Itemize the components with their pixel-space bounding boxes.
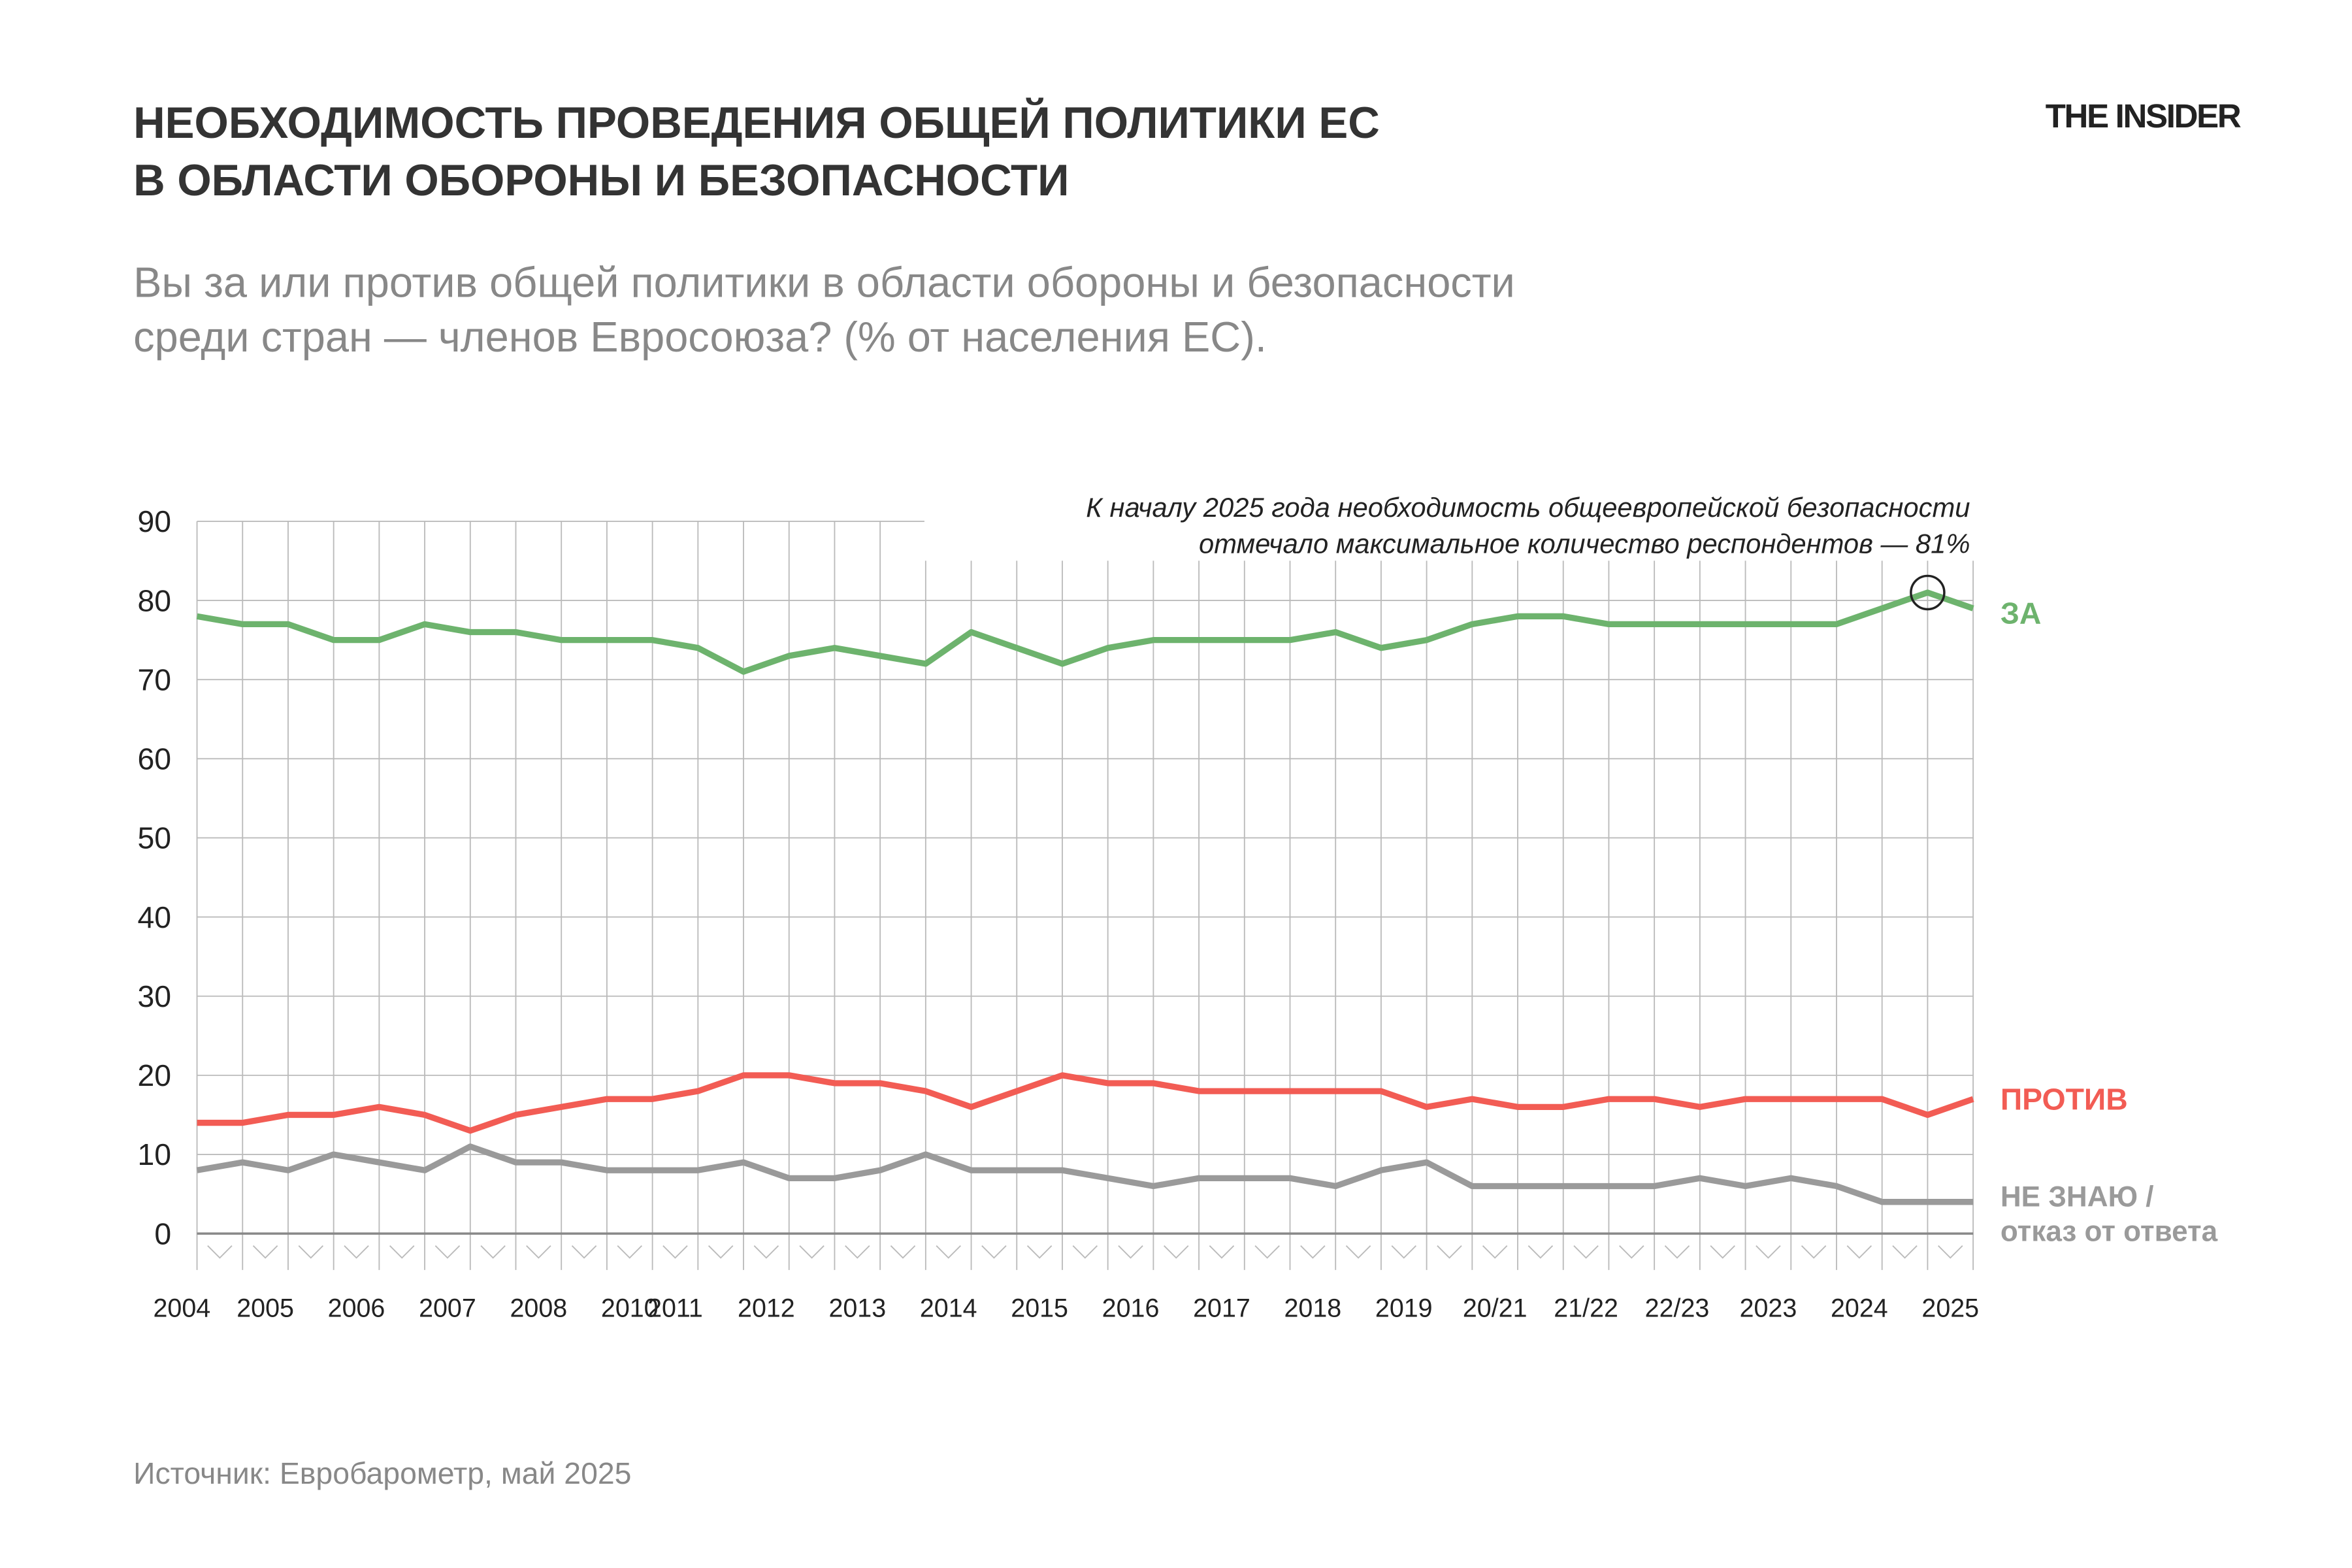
tick-notch [1482, 1245, 1508, 1259]
annotation: отмечало максимальное количество респонд… [1199, 529, 1970, 559]
y-tick-label: 20 [138, 1058, 172, 1092]
tick-notch [1209, 1245, 1235, 1259]
tick-notch [799, 1245, 825, 1259]
subtitle-line: среди стран — членов Евросоюза? (% от на… [133, 313, 1267, 361]
x-tick-label: 21/22 [1554, 1294, 1618, 1323]
tick-notch [480, 1245, 506, 1259]
series-line [196, 1143, 1974, 1205]
tick-notch [1391, 1245, 1416, 1259]
tick-notch [1118, 1245, 1143, 1259]
tick-notch [1619, 1245, 1644, 1259]
tick-notch [526, 1245, 551, 1259]
y-tick-label: 70 [138, 662, 172, 696]
tick-notch [252, 1245, 278, 1259]
x-tick-label: 2015 [1011, 1294, 1068, 1323]
tick-notch [1026, 1245, 1053, 1259]
x-tick-label: 2014 [920, 1294, 977, 1323]
annotation-bg [924, 482, 1976, 561]
tick-notch [1254, 1245, 1280, 1259]
tick-notch [1164, 1245, 1189, 1259]
title-line: В ОБЛАСТИ ОБОРОНЫ И БЕЗОПАСНОСТИ [133, 156, 1069, 205]
tick-notch [936, 1245, 961, 1259]
x-tick-label: 2017 [1193, 1294, 1250, 1323]
x-tick-label: 2004 [153, 1294, 210, 1323]
x-tick-label: 2016 [1102, 1294, 1160, 1323]
series-label: ПРОТИВ [2001, 1082, 2128, 1116]
x-tick-label: 2024 [1831, 1294, 1888, 1323]
tick-notch [708, 1245, 734, 1259]
x-tick-label: 2011 [647, 1294, 703, 1323]
source: Источник: Евробарометр, май 2025 [133, 1456, 631, 1490]
tick-notch [1345, 1245, 1371, 1259]
highlight-ring [1910, 574, 1946, 611]
tick-notch [1437, 1245, 1462, 1259]
title-line: НЕОБХОДИМОСТЬ ПРОВЕДЕНИЯ ОБЩЕЙ ПОЛИТИКИ … [133, 98, 1380, 148]
y-tick-label: 30 [138, 979, 172, 1013]
x-tick-label: 2010 [601, 1294, 659, 1323]
annotation: К началу 2025 года необходимость общеевр… [1086, 492, 1970, 523]
tick-notch [1892, 1245, 1918, 1259]
subtitle-line: Вы за или против общей политики в област… [133, 259, 1515, 306]
x-tick-label: 2012 [738, 1294, 795, 1323]
x-tick-label: 2006 [328, 1294, 385, 1323]
tick-notch [1300, 1245, 1326, 1259]
tick-notch [1710, 1245, 1735, 1259]
series-label: НЕ ЗНАЮ / отказ от ответа [2000, 1182, 2218, 1249]
x-tick-label: 20/21 [1463, 1294, 1527, 1323]
tick-notch [1072, 1245, 1098, 1259]
y-tick-label: 0 [154, 1217, 171, 1250]
brand-logo: THE INSIDER [2046, 97, 2241, 135]
y-tick-label: 50 [138, 821, 172, 855]
tick-notch [1846, 1245, 1872, 1259]
x-tick-label: 2023 [1740, 1294, 1797, 1323]
y-tick-label: 60 [138, 742, 172, 776]
y-tick-label: 80 [138, 583, 172, 617]
series-label: ЗА [2001, 596, 2042, 630]
x-tick-label: 2007 [419, 1294, 476, 1323]
tick-notch [207, 1245, 233, 1259]
tick-notch [389, 1245, 415, 1259]
x-tick-label: 2019 [1375, 1294, 1433, 1323]
tick-notch [1756, 1245, 1781, 1259]
y-tick-label: 10 [138, 1137, 172, 1171]
tick-notch [1664, 1245, 1690, 1259]
tick-notch [1801, 1245, 1827, 1259]
x-tick-label: 2025 [1921, 1294, 1979, 1323]
tick-notch [981, 1245, 1007, 1259]
x-tick-label: 2018 [1284, 1294, 1342, 1323]
tick-notch [617, 1245, 642, 1259]
y-tick-label: 40 [138, 900, 172, 934]
x-tick-label: 22/23 [1645, 1294, 1710, 1323]
tick-notch [753, 1245, 779, 1259]
tick-notch [344, 1245, 369, 1259]
x-tick-label: 2008 [510, 1294, 567, 1323]
tick-notch [298, 1245, 324, 1259]
tick-notch [434, 1245, 461, 1259]
tick-notch [662, 1245, 688, 1259]
tick-notch [890, 1245, 916, 1259]
tick-notch [1573, 1245, 1599, 1259]
series-line [197, 1072, 1974, 1134]
tick-notch [1938, 1245, 1963, 1259]
tick-notch [1527, 1245, 1554, 1259]
x-tick-label: 2005 [237, 1294, 294, 1323]
series-line [196, 589, 1974, 675]
tick-notch [845, 1245, 870, 1259]
y-tick-label: 90 [138, 504, 172, 538]
x-tick-label: 2013 [828, 1294, 886, 1323]
tick-notch [571, 1245, 597, 1259]
